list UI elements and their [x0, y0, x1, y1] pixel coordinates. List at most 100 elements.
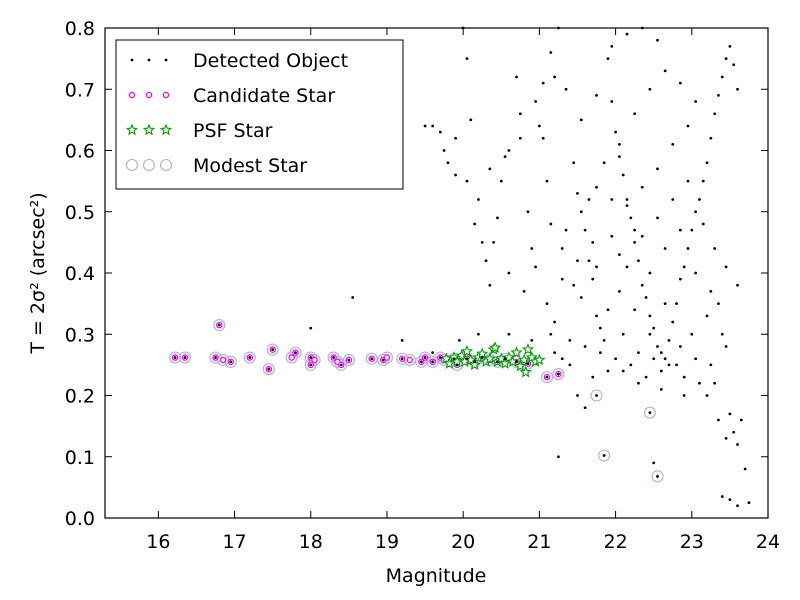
detected-object-point — [438, 356, 442, 359]
psf-star-point — [498, 357, 512, 369]
y-tick-label: 0.3 — [65, 324, 95, 346]
detected-object-point — [503, 155, 507, 159]
detected-object-point — [675, 363, 678, 367]
detected-object-point — [625, 204, 629, 208]
detected-object-point — [686, 179, 690, 183]
detected-object-point — [541, 81, 545, 85]
detected-object-point — [686, 247, 690, 250]
detected-object-point — [438, 130, 442, 134]
detected-object-point — [537, 124, 541, 128]
detected-object-point — [465, 357, 469, 361]
detected-object-point — [629, 363, 633, 367]
detected-object-point — [671, 198, 675, 201]
candidate-star-point — [288, 354, 295, 361]
detected-object-point — [663, 357, 667, 361]
y-tick-label: 0.0 — [65, 508, 95, 530]
detected-object-point — [644, 375, 648, 379]
detected-object-point — [591, 375, 595, 379]
detected-object-point — [400, 357, 404, 361]
detected-object-point — [732, 430, 736, 434]
detected-object-point — [747, 501, 751, 505]
x-tick-label: 19 — [375, 531, 399, 553]
detected-object-point — [614, 357, 617, 361]
legend: Detected Object Candidate Star PSF Star Mod… — [115, 39, 404, 190]
detected-object-point — [682, 375, 686, 379]
detected-object-point — [678, 228, 682, 232]
modest-star-point — [169, 351, 182, 364]
detected-object-point — [602, 161, 606, 165]
legend-psf-star-label: PSF Star — [193, 120, 273, 142]
legend-psf-star-marker — [142, 123, 156, 136]
detected-object-point — [309, 326, 313, 330]
detected-object-point — [267, 367, 271, 371]
detected-object-point — [568, 338, 572, 342]
detected-object-point — [640, 185, 644, 189]
detected-object-point — [728, 498, 732, 502]
detected-object-point — [473, 222, 477, 226]
detected-object-point — [625, 198, 629, 201]
detected-object-point — [553, 75, 557, 79]
psf-star-point — [468, 358, 481, 371]
detected-object-point — [579, 210, 583, 214]
detected-object-point — [717, 418, 720, 422]
detected-object-point — [423, 356, 427, 359]
detected-object-point — [499, 179, 503, 183]
detected-object-point — [465, 179, 469, 183]
detected-object-point — [652, 357, 656, 361]
detected-object-point — [621, 369, 625, 373]
detected-object-point — [610, 44, 614, 48]
detected-object-point — [557, 372, 560, 376]
y-tick-label: 0.5 — [65, 202, 95, 224]
detected-object-point — [446, 161, 450, 165]
detected-object-point — [663, 302, 667, 306]
detected-object-point — [659, 369, 663, 373]
legend-detected-object-marker — [130, 58, 134, 62]
detected-object-point — [173, 356, 177, 359]
detected-object-point — [675, 302, 678, 306]
detected-object-point — [705, 314, 709, 318]
detected-object-point — [720, 75, 724, 79]
detected-object-point — [736, 87, 739, 91]
detected-object-point — [678, 277, 682, 281]
detected-object-point — [457, 338, 461, 342]
detected-object-point — [530, 338, 534, 342]
detected-object-point — [694, 210, 698, 214]
detected-object-point — [709, 136, 713, 140]
detected-object-point — [652, 461, 656, 465]
detected-object-point — [549, 332, 553, 336]
legend-modest-star-marker — [159, 158, 173, 172]
modest-star-point — [213, 319, 226, 332]
psf-star-point — [443, 357, 456, 369]
legend-detected-object-marker — [164, 58, 168, 62]
detected-object-point — [455, 363, 459, 367]
detected-object-point — [560, 357, 564, 361]
detected-object-point — [591, 240, 595, 244]
detected-object-point — [507, 149, 511, 152]
detected-object-point — [671, 320, 675, 324]
modest-star-point — [540, 371, 554, 384]
detected-object-point — [736, 443, 739, 446]
detected-object-point — [572, 283, 576, 287]
detected-object-point — [598, 351, 602, 355]
detected-object-point — [652, 326, 656, 330]
y-tick-label: 0.4 — [65, 263, 95, 285]
detected-object-point — [610, 234, 614, 238]
detected-object-point — [576, 191, 579, 195]
detected-object-point — [549, 51, 553, 54]
detected-object-point — [720, 332, 724, 336]
legend-detected-object-label: Detected Object — [193, 50, 348, 72]
psf-star-point — [514, 359, 527, 372]
detected-object-point — [625, 265, 629, 269]
x-tick-label: 17 — [222, 531, 246, 553]
detected-object-point — [637, 259, 640, 263]
detected-object-point — [229, 360, 233, 364]
y-tick-label: 0.7 — [65, 79, 95, 101]
detected-object-point — [583, 345, 587, 348]
detected-object-point — [659, 387, 663, 391]
detected-object-point — [248, 356, 252, 359]
legend-modest-star-label: Modest Star — [193, 155, 307, 177]
detected-object-point — [739, 418, 743, 422]
detected-object-point — [694, 357, 698, 361]
detected-object-point — [564, 228, 568, 232]
detected-object-point — [640, 234, 644, 238]
